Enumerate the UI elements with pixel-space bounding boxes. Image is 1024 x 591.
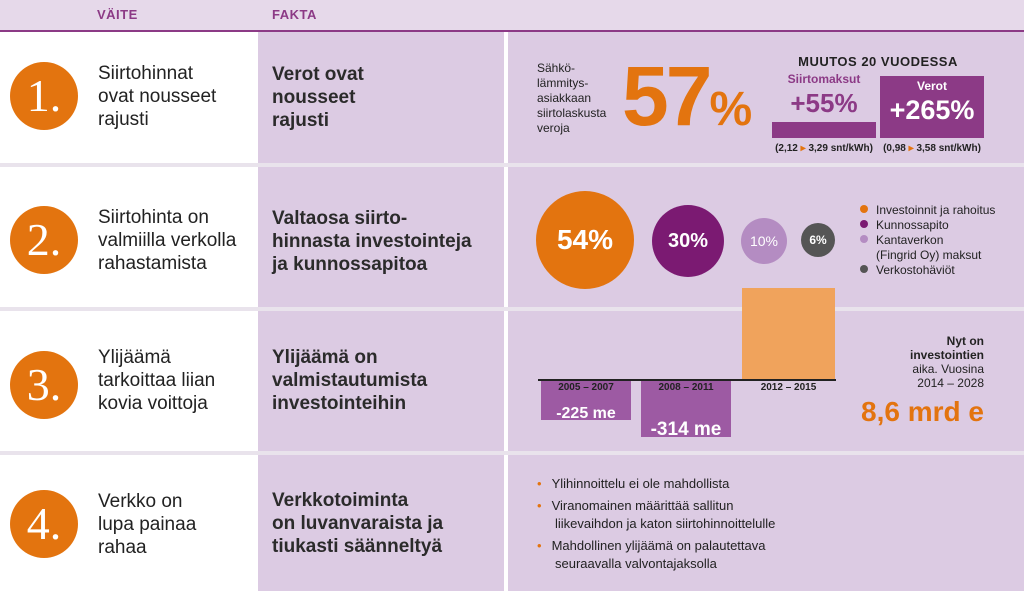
purple-dot-icon <box>860 220 868 228</box>
row-number-badge: 4. <box>10 490 78 558</box>
table-header: VÄITE FAKTA <box>0 0 1024 32</box>
legend-item: Verkostohäviöt <box>860 263 995 278</box>
claim-column-header: VÄITE <box>97 7 138 22</box>
tax-change: +265% <box>889 95 975 125</box>
period-bar <box>742 288 835 379</box>
share-ball-maintenance: 30% <box>652 205 724 277</box>
tax-share-label: Sähkö-lämmitys-asiakkaan siirtolaskusta ve… <box>537 61 607 135</box>
fact-text: Verot ovat nousseet rajusti <box>272 64 364 131</box>
share-ball-investments: 54% <box>536 191 634 289</box>
period-value: -314 me <box>650 419 722 440</box>
bullet-item: • Mahdollinen ylijäämä on palautettava se… <box>537 538 766 571</box>
period-value: -225 me <box>556 405 616 422</box>
fact-text: Verkkotoiminta on luvanvaraista ja tiukast… <box>272 490 444 557</box>
investment-total: 8,6 mrd e <box>861 396 984 427</box>
period-label: 2012 – 2015 <box>760 382 817 393</box>
tax-label: Verot <box>916 79 947 93</box>
legend-item-continued: (Fingrid Oy) maksut <box>876 248 982 262</box>
row-divider <box>0 163 1024 167</box>
legend-item: Kantaverkon <box>860 233 995 248</box>
legend-item: Investoinnit ja rahoitus <box>860 203 995 218</box>
bullet-icon: • <box>537 498 542 513</box>
bullet-icon: • <box>537 538 542 553</box>
legend-item: Kunnossapito <box>860 218 995 233</box>
transfer-fee-change: +55% <box>790 88 858 118</box>
claim-text: Ylijäämä tarkoittaa liian kovia voittoja <box>98 347 216 414</box>
bullet-icon: • <box>537 476 542 491</box>
transfer-fee-label: Siirtomaksut <box>787 72 861 86</box>
arrow-right-icon: ▸ <box>908 143 914 154</box>
share-ball-losses: 6% <box>801 223 835 257</box>
grey-dot-icon <box>860 265 868 273</box>
transfer-fee-bar <box>772 122 876 138</box>
lilac-dot-icon <box>860 235 868 243</box>
fact-text: Valtaosa siirto-hinnasta investointeja ja… <box>272 208 472 275</box>
fact-text: Ylijäämä on valmistautumista investointeih… <box>272 347 428 414</box>
row-number-badge: 3. <box>10 351 78 419</box>
share-ball-grid-fees: 10% <box>741 218 787 264</box>
period-bar <box>641 381 731 437</box>
baseline <box>538 379 836 381</box>
orange-dot-icon <box>860 205 868 213</box>
tax-share-value: 57% <box>622 49 753 143</box>
share-legend: Investoinnit ja rahoitus Kunnossapito Ka… <box>860 203 995 278</box>
claim-text: Verkko on lupa painaa rahaa <box>98 491 197 558</box>
period-label: 2008 – 2011 <box>658 382 714 393</box>
tax-note: (0,98 ▸ 3,58 snt/kWh) <box>883 143 981 154</box>
transfer-fee-note: (2,12 ▸ 3,29 snt/kWh) <box>775 143 873 154</box>
investment-note: Nyt on investointien aika. Vuosina 2014 … <box>909 334 984 390</box>
tax-bar <box>880 76 984 138</box>
row-divider <box>0 307 1024 311</box>
arrow-right-icon: ▸ <box>800 143 806 154</box>
row-number-badge: 2. <box>10 206 78 274</box>
change-title: MUUTOS 20 VUODESSA <box>798 54 958 69</box>
period-label: 2005 – 2007 <box>558 382 614 393</box>
period-bar <box>541 381 631 420</box>
row-divider <box>0 451 1024 455</box>
fact-column-background <box>258 32 504 591</box>
fact-column-header: FAKTA <box>272 7 317 22</box>
claim-text: Siirtohinta on valmiilla verkolla rahastam… <box>98 207 237 274</box>
row-number-badge: 1. <box>10 62 78 130</box>
bullet-item: • Ylihinnoittelu ei ole mahdollista <box>537 476 730 491</box>
claim-text: Siirtohinnat ovat nousseet rajusti <box>98 63 217 130</box>
bullet-item: • Viranomainen määrittää sallitun liikeva… <box>537 498 776 531</box>
